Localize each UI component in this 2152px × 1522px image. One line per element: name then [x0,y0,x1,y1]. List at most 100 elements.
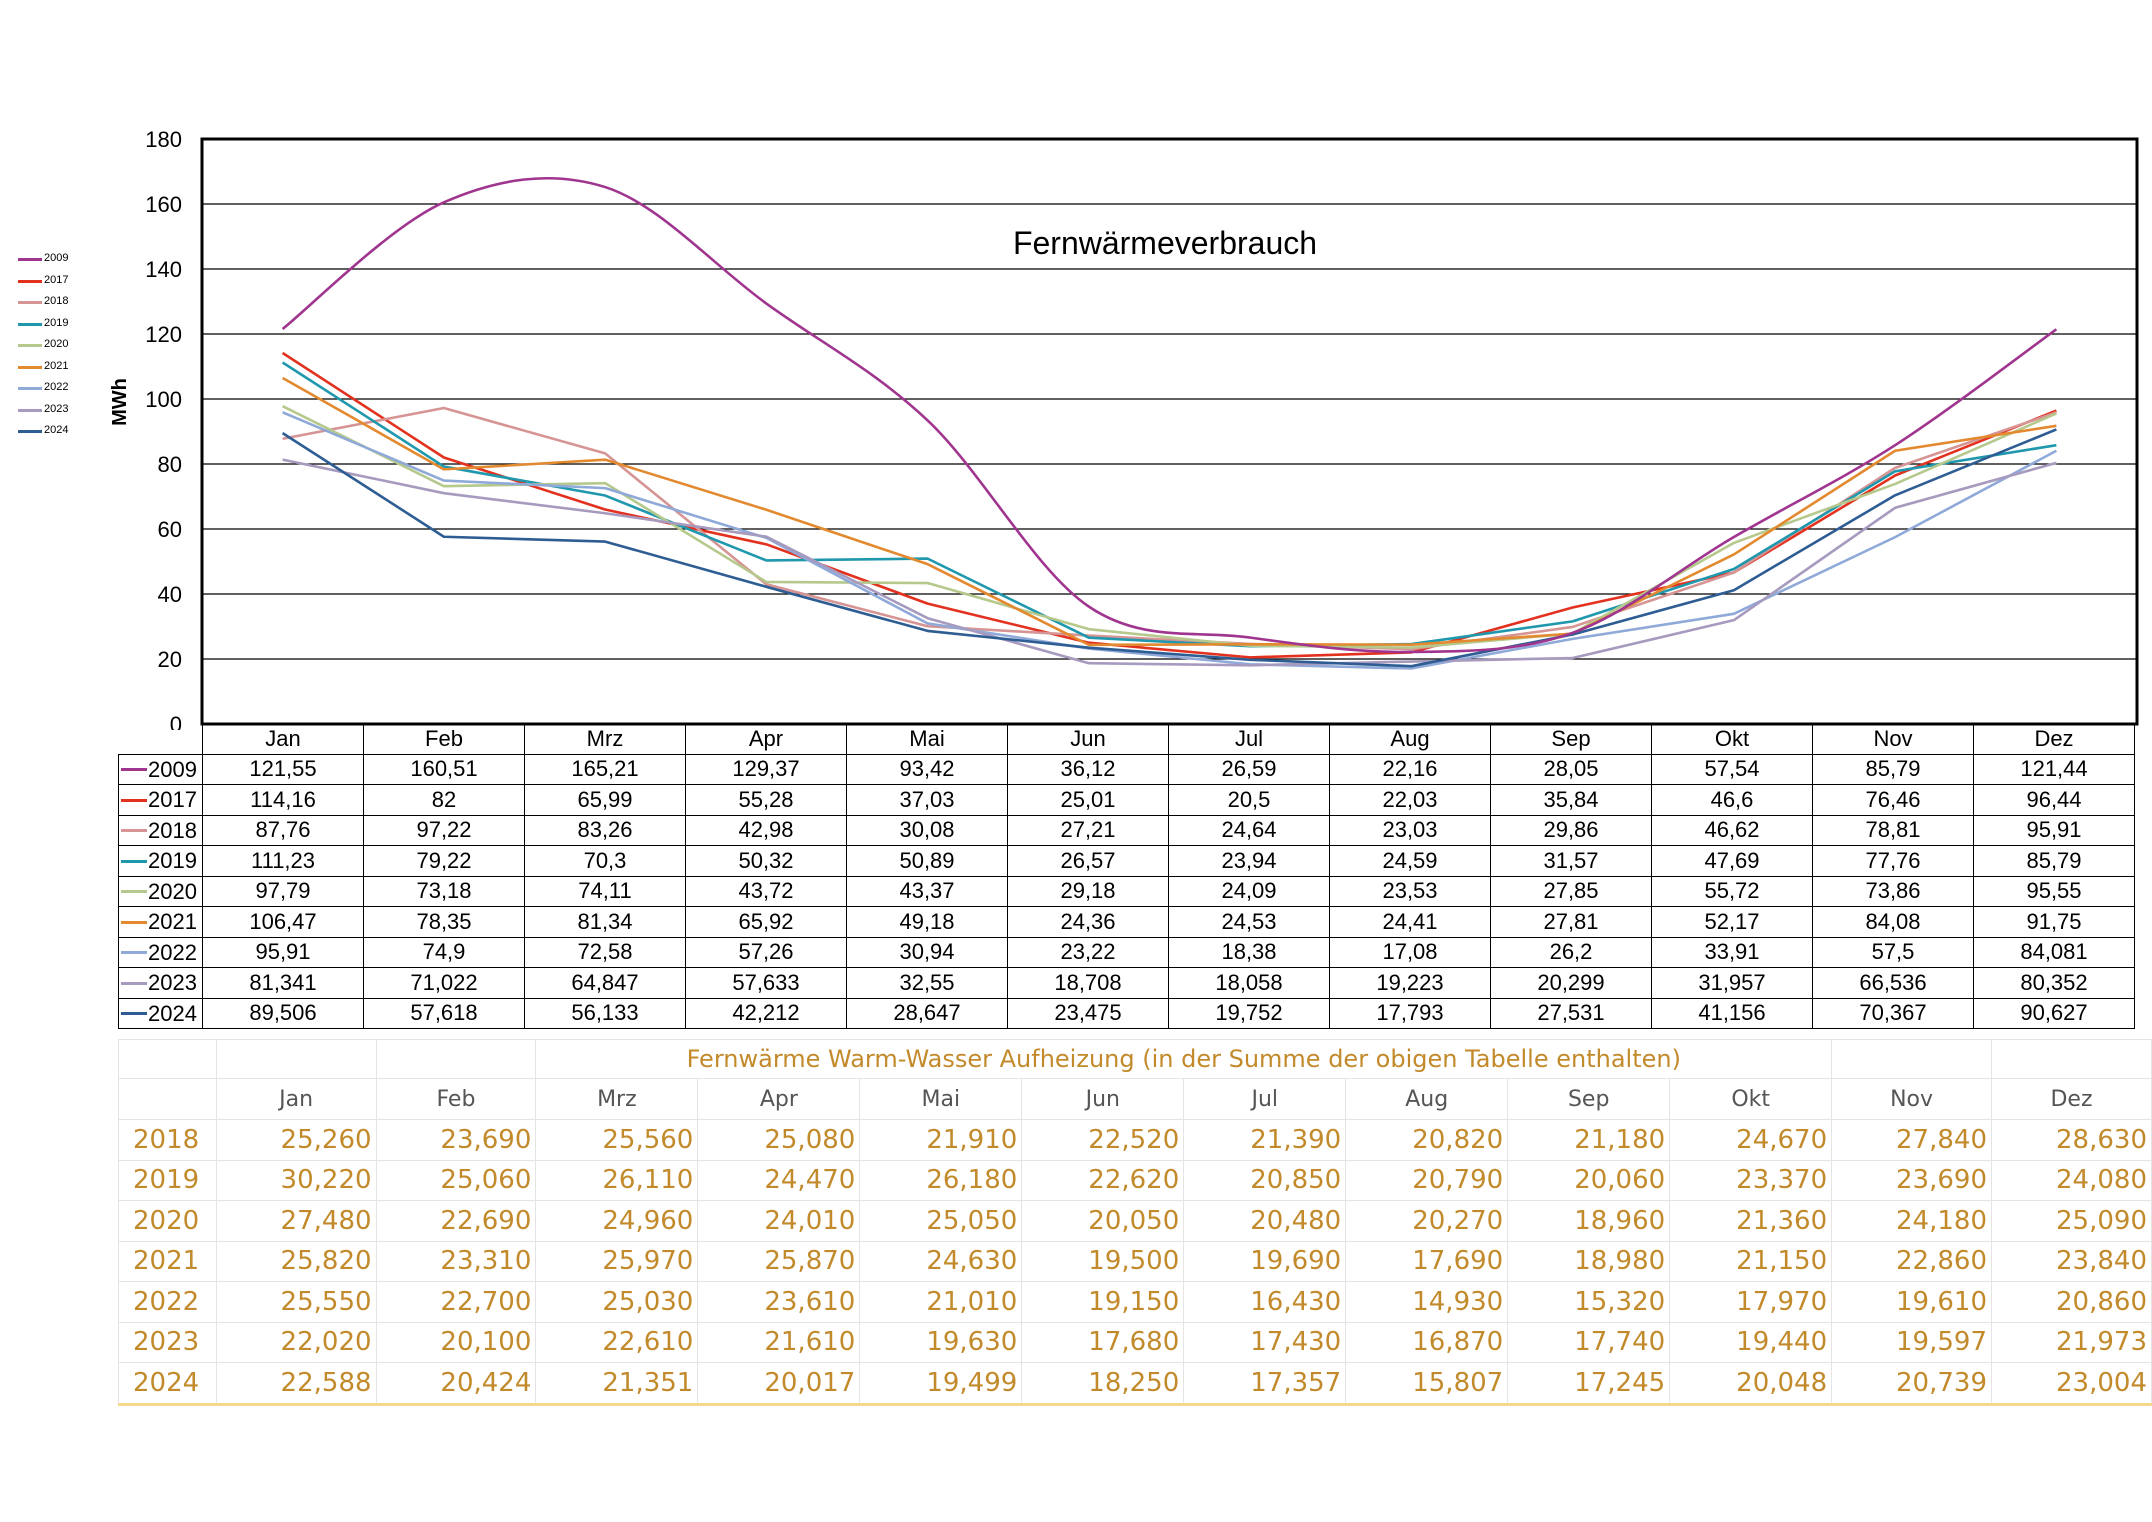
legend-swatch [18,279,42,283]
data-value: 46,62 [1651,814,1813,846]
data-value: 78,35 [363,906,525,938]
legend-swatch [18,344,42,347]
warm-water-value: 27,480 [215,1200,377,1242]
series-key-2020: 2020 [118,875,203,907]
y-tick-label: 20 [158,647,182,672]
data-value: 27,21 [1007,814,1169,846]
legend-key-line [121,981,147,985]
warm-water-value: 26,180 [859,1159,1023,1201]
data-value: 46,6 [1651,784,1813,816]
data-value: 71,022 [363,967,525,999]
row-year: 2018 [118,1119,217,1161]
warm-water-value: 19,610 [1831,1281,1992,1323]
series-line-2020 [282,405,2057,649]
month-header: Mrz [535,1078,699,1120]
legend-key-line [121,798,147,802]
warm-water-value: 20,048 [1669,1362,1833,1406]
data-value: 24,53 [1168,906,1330,938]
empty-cell [1991,1039,2152,1079]
series-lines [281,176,2058,670]
warm-water-value: 23,004 [1991,1362,2152,1406]
legend-key-line [121,768,147,772]
data-value: 55,28 [685,784,847,816]
legend-swatch [18,365,42,369]
data-value: 95,55 [1973,875,2135,907]
data-value: 26,59 [1168,753,1330,785]
data-value: 84,08 [1812,906,1974,938]
series-key-2009: 2009 [118,753,203,785]
data-value: 23,94 [1168,845,1330,877]
data-value: 55,72 [1651,875,1813,907]
data-value: 84,081 [1973,936,2135,968]
legend-label: 2022 [44,381,69,393]
warm-water-value: 18,980 [1507,1240,1671,1282]
series-key-2021: 2021 [118,906,203,938]
warm-water-value: 20,050 [1021,1200,1185,1242]
series-name: 2019 [148,848,197,874]
data-value: 72,58 [524,936,686,968]
warm-water-value: 21,150 [1669,1240,1833,1282]
x-tick-label: Aug [1329,724,1491,755]
data-value: 19,752 [1168,997,1330,1029]
series-name: 2024 [148,1000,197,1026]
warm-water-value: 25,050 [859,1200,1023,1242]
x-tick-label: Mai [846,724,1008,755]
warm-water-value: 19,150 [1021,1281,1185,1323]
empty-cell [1831,1039,1992,1079]
data-value: 85,79 [1812,753,1974,785]
legend-item-2023: 2023 [14,401,94,423]
data-value: 57,54 [1651,753,1813,785]
month-header: Jun [1021,1078,1185,1120]
series-line-2023 [282,458,2057,667]
data-value: 65,99 [524,784,686,816]
data-value: 73,86 [1812,875,1974,907]
table-row: 2021 106,47 78,35 81,34 65,92 49,18 24,36 24,53… [118,906,2135,938]
warm-water-value: 25,080 [697,1119,861,1161]
table-row: 2024 89,506 57,618 56,133 42,212 28,647 23,475… [118,997,2135,1029]
empty-cell [375,1039,537,1079]
warm-water-value: 24,670 [1669,1119,1833,1161]
data-value: 27,81 [1490,906,1652,938]
table-row: 2023 81,341 71,022 64,847 57,633 32,55 18,708 1… [118,967,2135,999]
warm-water-value: 23,690 [375,1119,537,1161]
x-tick-label: Sep [1490,724,1652,755]
warm-water-value: 15,320 [1507,1281,1671,1323]
legend-swatch [18,258,42,261]
warm-water-value: 23,370 [1669,1159,1833,1201]
series-line-2019 [281,361,2057,648]
warm-water-value: 20,860 [1991,1281,2152,1323]
legend-item-2017: 2017 [14,272,94,294]
empty-cell [118,1078,217,1120]
table-row: 2019 111,23 79,22 70,3 50,32 50,89 26,57 23,94 2… [118,845,2135,877]
warm-water-value: 18,250 [1021,1362,1185,1406]
month-header: Mai [859,1078,1023,1120]
series-key-2022: 2022 [118,936,203,968]
data-value: 42,212 [685,997,847,1029]
legend-item-2024: 2024 [14,422,94,444]
warm-water-value: 25,260 [215,1119,377,1161]
data-value: 23,22 [1007,936,1169,968]
warm-water-title: Fernwärme Warm-Wasser Aufheizung (in der… [535,1039,1833,1079]
data-value: 80,352 [1973,967,2135,999]
warm-water-value: 16,430 [1183,1281,1347,1323]
warm-water-value: 14,930 [1345,1281,1509,1323]
data-value: 27,85 [1490,875,1652,907]
warm-water-value: 25,820 [215,1240,377,1282]
data-value: 50,32 [685,845,847,877]
data-table: Jan Feb Mrz Apr Mai Jun Jul Aug Sep Okt Nov Dez 2009… [118,724,2135,1029]
y-tick-label: 60 [158,517,182,542]
warm-water-value: 16,870 [1345,1321,1509,1363]
data-value: 121,44 [1973,753,2135,785]
data-value: 74,9 [363,936,525,968]
series-line-2018 [282,406,2057,651]
data-value: 18,38 [1168,936,1330,968]
data-value: 27,531 [1490,997,1652,1029]
data-value: 97,79 [202,875,364,907]
table-row: 2022 25,550 22,700 25,030 23,610 21,010 19,150… [118,1281,2152,1323]
data-value: 83,26 [524,814,686,846]
series-name: 2022 [148,939,197,965]
data-value: 81,34 [524,906,686,938]
warm-water-value: 22,620 [1021,1159,1185,1201]
warm-water-value: 21,010 [859,1281,1023,1323]
data-value: 18,058 [1168,967,1330,999]
